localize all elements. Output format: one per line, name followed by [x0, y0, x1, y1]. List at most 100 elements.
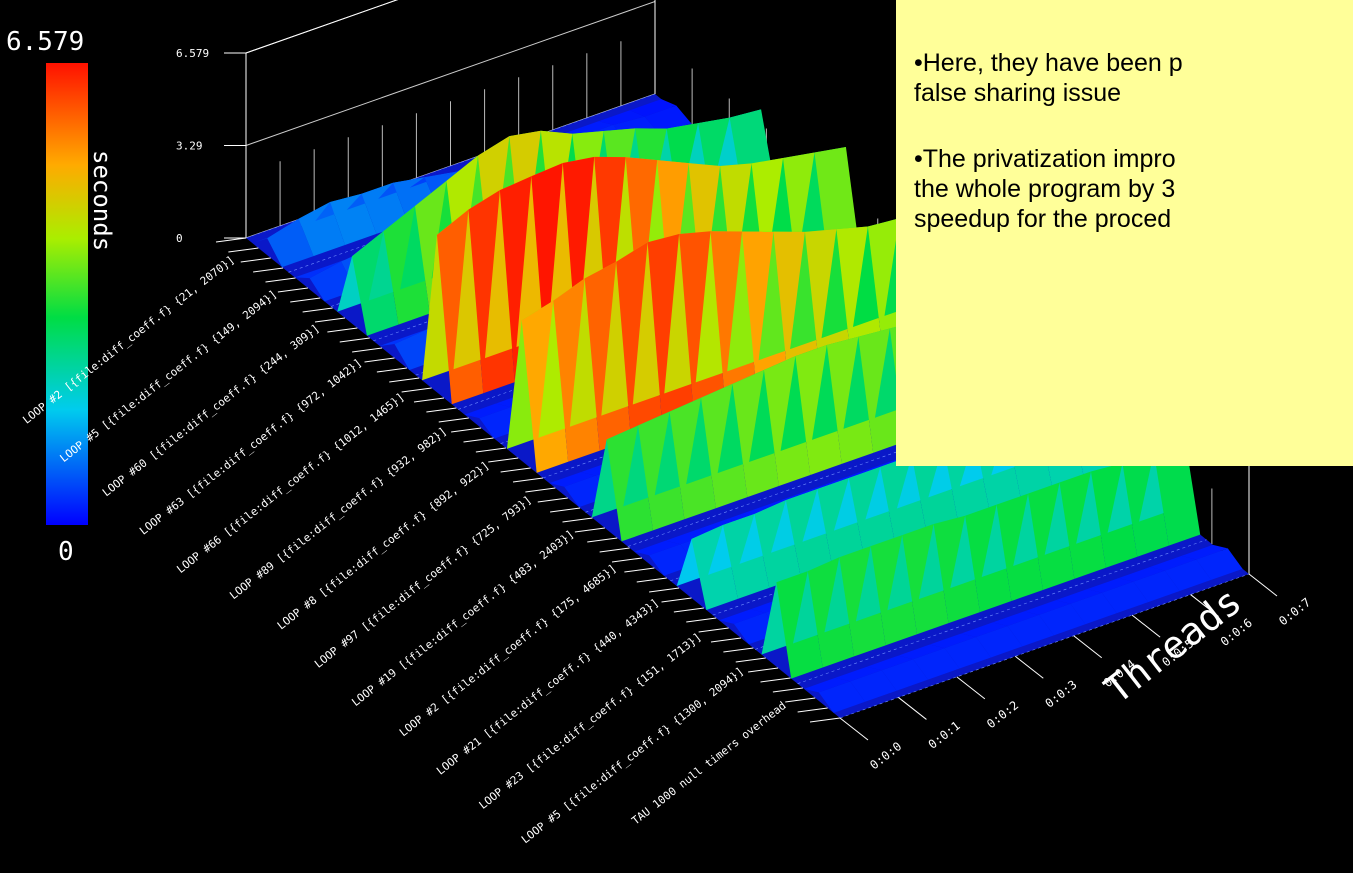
x-tick-mark — [389, 377, 420, 383]
ridge-facet — [992, 611, 1040, 626]
x-tick-mark — [735, 657, 766, 663]
x-tick-mark — [314, 317, 346, 323]
ridge-facet — [298, 202, 345, 257]
thread-tick-label: 0:0:3 — [1043, 677, 1080, 710]
ridge-facet — [629, 99, 677, 117]
ridge-facet — [1196, 548, 1243, 580]
note-line-2b: the whole program by 3 — [914, 175, 1176, 203]
note-line-1b: false sharing issue — [914, 79, 1122, 107]
thread-tick-mark — [956, 676, 986, 700]
x-tick-mark — [772, 687, 803, 693]
x-tick-mark — [265, 277, 296, 283]
ridge-facet — [294, 261, 342, 279]
ridge-facet — [976, 625, 1023, 658]
x-tick-mark — [327, 327, 358, 333]
ridge-facet — [665, 529, 712, 545]
x-tick-mark — [339, 337, 370, 343]
ridge-facet — [803, 677, 851, 693]
box-edge — [245, 0, 399, 54]
x-tick-mark — [376, 367, 407, 373]
x-tick-mark — [537, 497, 568, 503]
z-tick-label: 3.29 — [176, 139, 203, 152]
ridge-facet — [598, 110, 645, 125]
x-tick-mark — [550, 507, 581, 513]
x-tick-mark — [451, 427, 482, 433]
ridge-facet — [898, 644, 945, 660]
ridge-facet — [464, 403, 511, 419]
thread-tick-mark — [1014, 655, 1044, 679]
x-tick-mark — [525, 487, 556, 493]
x-tick-mark — [698, 627, 729, 633]
x-tick-mark — [512, 477, 544, 483]
x-tick-mark — [809, 717, 841, 723]
ridge-facet — [566, 121, 614, 136]
ridge-facet — [1055, 589, 1102, 604]
x-tick-mark — [624, 567, 655, 573]
thread-tick-mark — [839, 717, 869, 741]
x-tick-mark — [488, 457, 519, 463]
ridge-facet — [944, 637, 991, 669]
ridge-facet — [1007, 614, 1054, 647]
note-bullet-1: •Here, they have been p false sharing is… — [914, 48, 1353, 108]
x-tick-mark — [574, 527, 605, 533]
thread-tick-mark — [1073, 635, 1103, 659]
ridge-facet — [1024, 600, 1071, 615]
x-tick-mark — [673, 607, 704, 613]
floor-grid-line — [839, 573, 1250, 719]
x-tick-mark — [240, 257, 271, 263]
colorbar — [46, 63, 88, 525]
ridge-facet — [1101, 581, 1149, 614]
ridge-facet — [379, 330, 426, 346]
x-tick-mark — [785, 697, 816, 703]
ridge-facet — [850, 670, 897, 702]
annotation-callout: •Here, they have been p false sharing is… — [896, 0, 1353, 466]
ridge-facet — [1118, 567, 1165, 582]
note-bullet-2: •The privatization impro the whole progr… — [914, 144, 1353, 234]
thread-tick-mark — [1131, 614, 1161, 638]
ridge-facet — [1150, 555, 1197, 571]
colorbar-max-label: 6.579 — [6, 27, 84, 57]
x-tick-mark — [401, 387, 432, 393]
x-tick-mark — [253, 267, 284, 273]
surface-ridges — [245, 93, 1250, 719]
x-tick-mark — [215, 237, 247, 243]
note-line-2a: •The privatization impro — [914, 145, 1176, 173]
ridge-facet — [1164, 559, 1212, 592]
x-tick-mark — [500, 467, 531, 473]
x-tick-mark — [686, 617, 717, 623]
floor-grid-line — [797, 539, 1207, 684]
x-tick-mark — [649, 587, 680, 593]
x-tick-mark — [463, 437, 494, 443]
x-tick-mark — [302, 307, 333, 313]
ridge-facet — [1087, 578, 1134, 593]
x-tick-mark — [760, 677, 791, 683]
ridge-facet — [929, 633, 977, 649]
x-tick-mark — [426, 407, 457, 413]
back-wall-level-line — [245, 1, 656, 146]
thread-tick-mark — [1248, 573, 1278, 597]
ridge-facet — [1153, 441, 1201, 546]
colorbar-min-label: 0 — [58, 537, 74, 567]
x-tick-mark — [277, 287, 308, 293]
x-tick-mark — [710, 637, 742, 643]
ridge-facet — [866, 655, 914, 671]
ridge-facet — [1039, 603, 1086, 636]
x-tick-mark — [228, 247, 259, 253]
x-tick-mark — [611, 557, 643, 563]
thread-tick-mark — [1190, 594, 1219, 617]
ridge-facet — [1070, 592, 1117, 625]
x-tick-label: TAU 1000 null timers overhead — [629, 699, 788, 827]
thread-tick-label: 0:0:7 — [1276, 595, 1313, 628]
thread-tick-label: 0:0:1 — [926, 719, 963, 752]
x-tick-mark — [748, 667, 779, 673]
x-tick-mark — [723, 647, 754, 653]
z-tick-label: 6.579 — [176, 47, 209, 60]
note-line-1a: •Here, they have been p — [914, 49, 1183, 77]
ridge-facet — [330, 193, 377, 245]
x-tick-mark — [587, 537, 618, 543]
x-tick-mark — [797, 707, 828, 713]
thread-tick-label: 0:0:2 — [984, 698, 1021, 731]
x-tick-mark — [562, 517, 593, 523]
ridge-facet — [634, 540, 681, 556]
colorbar-title: seconds — [88, 150, 116, 251]
